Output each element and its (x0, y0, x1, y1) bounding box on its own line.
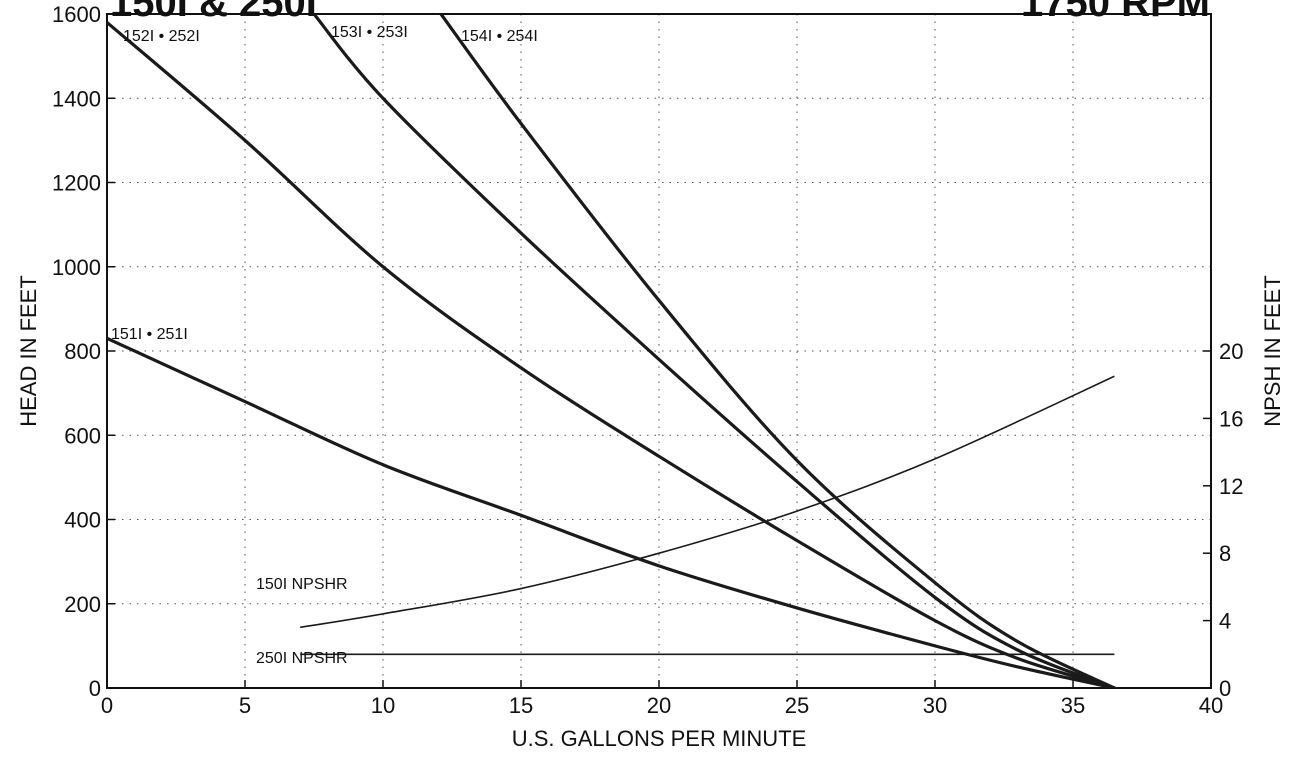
series-label-3: 154I • 254I (461, 28, 538, 45)
series-line-1 (107, 20, 1116, 688)
series-label-2: 153I • 253I (331, 24, 408, 41)
x-tick-label: 30 (923, 693, 947, 718)
y-tick-label: 0 (89, 676, 101, 701)
chart-title: 150I & 250I (110, 0, 317, 25)
series-label-1: 152I • 252I (123, 28, 200, 45)
y-tick-label: 200 (64, 592, 101, 617)
series-label-4: 150I NPSHR (256, 576, 348, 593)
x-tick-label: 40 (1199, 693, 1223, 718)
y2-tick-label: 16 (1219, 406, 1243, 431)
y-axis-title: HEAD IN FEET (16, 275, 41, 427)
y-tick-label: 1600 (52, 2, 101, 27)
x-tick-label: 15 (509, 693, 533, 718)
y-tick-label: 1200 (52, 171, 101, 196)
x-tick-label: 10 (371, 693, 395, 718)
y-tick-label: 1000 (52, 255, 101, 280)
y2-tick-label: 20 (1219, 339, 1243, 364)
y2-tick-label: 12 (1219, 474, 1243, 499)
y2-tick-label: 8 (1219, 541, 1231, 566)
series-line-4 (300, 375, 1115, 629)
y2-tick-label: 0 (1219, 676, 1231, 701)
series-line-3 (439, 14, 1116, 688)
x-axis-title: U.S. GALLONS PER MINUTE (512, 726, 807, 751)
y-tick-label: 400 (64, 508, 101, 533)
x-tick-label: 5 (239, 693, 251, 718)
axis-ticks: 0 5 10 15 20 25 30 35 40020040060080010001200140… (52, 2, 1243, 718)
y-tick-label: 600 (64, 423, 101, 448)
chart-subtitle: 1750 RPM (1021, 0, 1210, 25)
series-line-2 (312, 14, 1116, 688)
series-label-0: 151I • 251I (111, 326, 188, 343)
x-tick-label: 35 (1061, 693, 1085, 718)
x-tick-label: 20 (647, 693, 671, 718)
y-tick-label: 1400 (52, 86, 101, 111)
series-label-5: 250I NPSHR (256, 650, 348, 667)
y-tick-label: 800 (64, 339, 101, 364)
x-tick-label: 25 (785, 693, 809, 718)
series-group (107, 14, 1116, 688)
series-labels: 151I • 251I 152I • 252I 153I • 253I 154I • … (111, 24, 538, 667)
y2-axis-title: NPSH IN FEET (1260, 275, 1285, 427)
x-tick-label: 0 (101, 693, 113, 718)
series-line-0 (107, 336, 1116, 688)
y2-tick-label: 4 (1219, 609, 1231, 634)
